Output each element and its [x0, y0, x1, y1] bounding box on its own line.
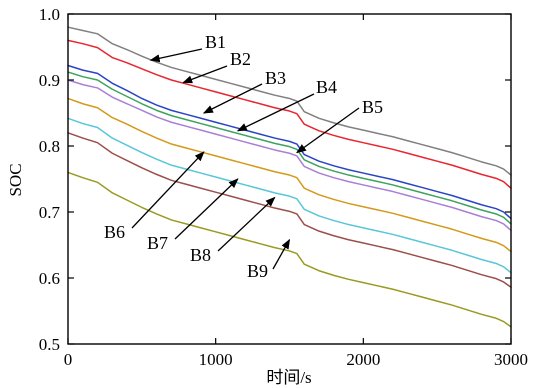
series-b2-line [67, 39, 512, 189]
y-axis-tick-label-6: 1.0 [39, 5, 60, 24]
y-axis-tick-label-3: 0.7 [39, 203, 61, 222]
annotation-label-b6: B6 [104, 222, 125, 242]
x-axis-title: 时间/s [266, 368, 311, 387]
series-b5-line [67, 79, 512, 232]
series-b7-line [67, 117, 512, 274]
annotation-arrow-b6 [131, 151, 205, 229]
y-axis-tick-label-2: 0.6 [39, 269, 60, 288]
y-axis-tick-label-1: 0.5 [39, 335, 60, 354]
annotation-arrow-b7 [174, 178, 239, 240]
x-axis-tick-label-2: 1000 [199, 350, 233, 369]
y-axis-tick-label-5: 0.9 [39, 71, 60, 90]
x-axis-tick-label-3: 2000 [346, 350, 380, 369]
y-axis-tick-label-4: 0.8 [39, 137, 60, 156]
annotation-arrow-b4 [236, 93, 315, 132]
series-b3-line [67, 64, 512, 220]
series-layer [67, 26, 512, 328]
axes-layer: 0 1000 2000 3000 0.5 0.6 0.7 0.8 0.9 1.0 [39, 5, 528, 369]
plot-frame [67, 13, 512, 345]
series-b8-line [67, 132, 512, 288]
annotation-label-b5: B5 [362, 97, 383, 117]
y-axis-title: SOC [6, 163, 25, 196]
annotation-label-b4: B4 [316, 77, 337, 97]
annotation-arrow-b3 [202, 83, 263, 114]
series-b9-line [67, 171, 512, 328]
annotation-label-b2: B2 [230, 49, 251, 69]
annotation-arrow-b2 [182, 65, 228, 84]
annotation-label-b9: B9 [247, 261, 268, 281]
annotation-arrow-b5 [296, 107, 360, 154]
annotation-label-b7: B7 [147, 233, 168, 253]
annotation-label-b3: B3 [265, 68, 286, 88]
series-b1-line [67, 26, 512, 176]
annotation-arrow-b8 [217, 196, 276, 252]
x-axis-tick-label-1: 0 [64, 350, 73, 369]
annotation-arrow-b1 [149, 48, 203, 63]
annotation-label-b8: B8 [190, 245, 211, 265]
x-axis-tick-label-4: 3000 [494, 350, 528, 369]
annotation-arrow-b9 [272, 238, 291, 270]
series-b6-line [67, 97, 512, 253]
annotation-label-b1: B1 [205, 32, 226, 52]
